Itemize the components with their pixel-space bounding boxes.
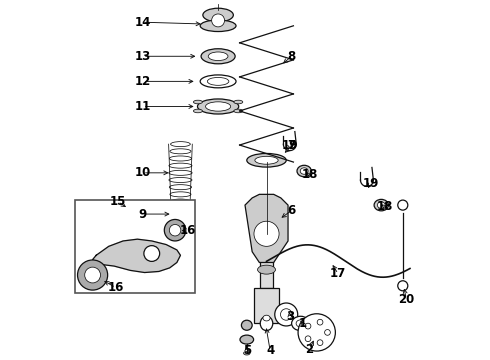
Ellipse shape (169, 163, 192, 168)
Text: 2: 2 (305, 343, 314, 356)
Ellipse shape (197, 99, 239, 114)
Text: 1: 1 (298, 317, 306, 330)
Circle shape (254, 221, 279, 246)
Ellipse shape (170, 156, 192, 161)
Circle shape (170, 225, 181, 236)
Text: 16: 16 (179, 224, 196, 237)
Text: 13: 13 (135, 50, 151, 63)
Circle shape (144, 246, 160, 261)
Circle shape (317, 340, 323, 346)
Ellipse shape (247, 153, 286, 167)
Text: 12: 12 (135, 75, 151, 88)
Ellipse shape (207, 77, 229, 85)
Ellipse shape (171, 199, 190, 204)
Ellipse shape (242, 320, 252, 330)
Circle shape (324, 329, 330, 335)
Text: 10: 10 (135, 166, 151, 179)
Ellipse shape (172, 218, 189, 224)
Text: 8: 8 (288, 50, 296, 63)
Ellipse shape (203, 8, 233, 22)
Circle shape (298, 314, 335, 351)
Ellipse shape (234, 100, 243, 104)
Ellipse shape (377, 202, 385, 208)
Ellipse shape (374, 199, 389, 211)
Ellipse shape (296, 320, 305, 327)
Polygon shape (93, 239, 180, 273)
Text: 19: 19 (282, 139, 298, 152)
Circle shape (280, 309, 292, 320)
Circle shape (164, 220, 186, 241)
Circle shape (398, 200, 408, 210)
Text: 9: 9 (139, 208, 147, 221)
Ellipse shape (263, 315, 270, 321)
Ellipse shape (200, 75, 236, 88)
Ellipse shape (170, 192, 191, 197)
Circle shape (77, 260, 108, 290)
Text: 15: 15 (109, 195, 126, 208)
Ellipse shape (194, 100, 202, 104)
Ellipse shape (194, 109, 202, 113)
Ellipse shape (292, 316, 310, 330)
Bar (260, 234, 273, 288)
Ellipse shape (173, 227, 188, 233)
Text: 14: 14 (135, 16, 151, 29)
Text: 18: 18 (301, 168, 318, 181)
Text: 7: 7 (288, 139, 295, 152)
Text: 3: 3 (286, 310, 294, 323)
Ellipse shape (300, 168, 308, 174)
Ellipse shape (169, 177, 192, 183)
Ellipse shape (208, 52, 228, 60)
Ellipse shape (169, 170, 192, 175)
Text: 16: 16 (108, 281, 124, 294)
Ellipse shape (234, 109, 243, 113)
Ellipse shape (244, 351, 250, 355)
Text: 11: 11 (135, 100, 151, 113)
Text: 19: 19 (362, 177, 379, 190)
Text: 18: 18 (377, 201, 393, 213)
Ellipse shape (172, 222, 188, 228)
Circle shape (85, 267, 100, 283)
Ellipse shape (200, 20, 236, 32)
Text: 6: 6 (288, 204, 296, 217)
Ellipse shape (170, 185, 192, 190)
Circle shape (275, 303, 298, 326)
Bar (254, 288, 279, 323)
Ellipse shape (205, 102, 231, 111)
Ellipse shape (201, 49, 235, 64)
Ellipse shape (258, 265, 275, 274)
Bar (74, 200, 195, 293)
Circle shape (317, 319, 323, 325)
Ellipse shape (240, 335, 254, 344)
Text: 4: 4 (266, 344, 274, 357)
Ellipse shape (297, 165, 311, 177)
Polygon shape (245, 194, 288, 262)
Ellipse shape (171, 141, 190, 147)
Text: 17: 17 (330, 267, 346, 280)
Circle shape (305, 323, 311, 329)
Ellipse shape (170, 149, 191, 154)
Circle shape (212, 14, 224, 27)
Circle shape (305, 336, 311, 342)
Ellipse shape (255, 156, 278, 164)
Ellipse shape (260, 316, 273, 330)
Ellipse shape (171, 213, 190, 219)
Circle shape (398, 281, 408, 291)
Text: 20: 20 (398, 293, 415, 306)
Text: 5: 5 (243, 344, 251, 357)
